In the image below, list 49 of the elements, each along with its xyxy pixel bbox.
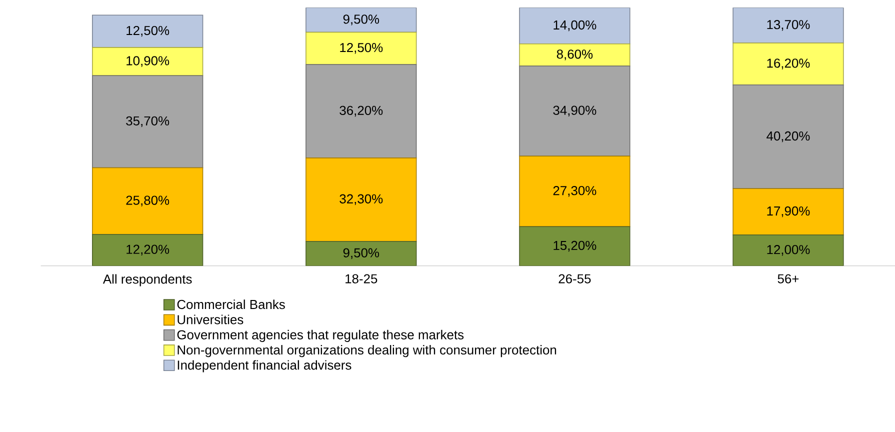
bar	[92, 75, 204, 168]
bar	[519, 8, 630, 44]
legend-label: Universities	[178, 314, 244, 324]
bar	[519, 43, 630, 66]
data-label: 9,50%	[343, 14, 380, 26]
bar	[732, 84, 844, 190]
bar	[306, 32, 417, 65]
data-label: 27,30%	[553, 186, 596, 197]
data-label: 10,90%	[126, 56, 170, 67]
data-label: 15,20%	[554, 240, 596, 252]
bar	[92, 167, 204, 235]
bar	[519, 66, 630, 157]
data-label: 9,50%	[343, 248, 380, 259]
data-label: 17,90%	[767, 206, 810, 218]
data-label: 12,00%	[767, 245, 810, 256]
data-label: 12,20%	[126, 244, 170, 256]
x-tick-label: 18-25	[346, 274, 378, 284]
data-label: 40,20%	[766, 131, 810, 142]
legend-label: Independent financial advisers	[178, 360, 352, 372]
legend-label: Non-governmental organizations dealing with consumer protection	[178, 345, 556, 358]
bar	[92, 14, 204, 48]
bar	[92, 234, 204, 266]
bar	[519, 226, 630, 266]
data-label: 34,90%	[553, 106, 596, 116]
legend-label: Commercial Banks	[177, 300, 285, 310]
data-label: 36,20%	[340, 106, 383, 117]
bar	[519, 156, 630, 228]
bar	[306, 240, 417, 266]
bar	[732, 42, 844, 86]
data-label: 8,60%	[556, 50, 593, 60]
bar	[306, 64, 417, 158]
x-tick-label: 26-55	[558, 274, 591, 284]
x-tick-label: 56+	[778, 274, 799, 284]
bar	[732, 188, 844, 236]
data-label: 16,20%	[767, 58, 810, 70]
data-label: 13,70%	[767, 20, 810, 31]
data-label: 12,50%	[126, 26, 170, 37]
bar	[732, 8, 844, 44]
x-tick-label: All respondents	[102, 274, 192, 286]
bar	[732, 234, 844, 266]
data-label: 12,50%	[340, 43, 383, 54]
bar	[306, 8, 417, 33]
legend-label: Government agencies that regulate these markets	[177, 330, 464, 342]
bar	[306, 158, 417, 242]
data-label: 35,70%	[126, 116, 170, 128]
data-label: 32,30%	[340, 194, 383, 206]
data-label: 25,80%	[126, 196, 170, 206]
data-label: 14,00%	[554, 20, 596, 32]
bar	[92, 47, 204, 76]
